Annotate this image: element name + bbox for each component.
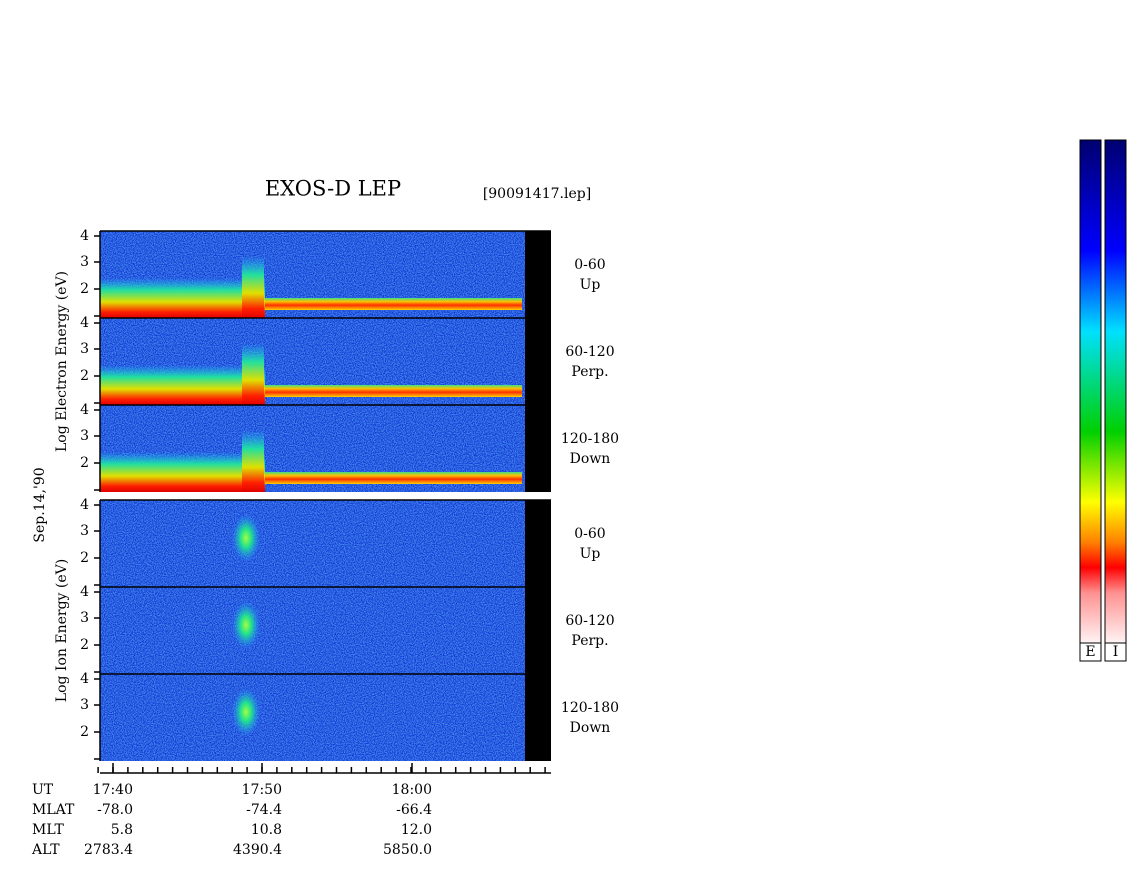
low-energy-flux — [100, 365, 265, 405]
channel-label: 0-60 — [574, 526, 605, 542]
channel-label: 120-180 — [561, 700, 619, 716]
data-gap — [525, 231, 551, 318]
y-tick-label: 3 — [80, 254, 89, 270]
y-tick-label: 3 — [80, 428, 89, 444]
y-tick-label: 2 — [80, 724, 89, 740]
data-gap — [525, 405, 551, 492]
y-tick-label: 2 — [80, 455, 89, 471]
color-bar-label-box — [1104, 642, 1127, 662]
data-gap — [525, 318, 551, 405]
channel-label: Perp. — [571, 633, 608, 649]
y-tick-label: 3 — [80, 341, 89, 357]
orbit-value: -78.0 — [97, 802, 133, 818]
channel-label: Up — [580, 277, 601, 293]
flux-band — [265, 472, 522, 484]
spectrogram — [100, 674, 525, 761]
y-tick-label: 4 — [80, 228, 89, 244]
file-name: [90091417.lep] — [483, 186, 591, 202]
y-tick-label: 2 — [80, 368, 89, 384]
y-tick-label: 4 — [80, 497, 89, 513]
low-energy-flux — [100, 452, 265, 492]
channel-label: 120-180 — [561, 431, 619, 447]
low-energy-flux — [242, 256, 264, 318]
y-tick-label: 2 — [80, 550, 89, 566]
x-tick-label: 17:50 — [242, 782, 282, 798]
low-energy-flux — [100, 278, 265, 318]
y-tick-label: 4 — [80, 671, 89, 687]
color-bar-label-box — [1079, 642, 1102, 662]
y-tick-label: 3 — [80, 523, 89, 539]
y-tick-label: 3 — [80, 610, 89, 626]
color-bar — [1079, 139, 1102, 644]
color-bar-label: E — [1085, 644, 1095, 660]
group-label: Log Electron Energy (eV) — [54, 271, 70, 452]
channel-label: 60-120 — [565, 613, 614, 629]
flux-blob — [232, 514, 260, 562]
flux-blob — [232, 688, 260, 736]
x-axis-label: UT — [32, 782, 54, 798]
low-energy-flux — [242, 430, 264, 492]
data-gap — [525, 500, 551, 587]
y-tick-label: 3 — [80, 697, 89, 713]
orbit-label: ALT — [31, 842, 60, 858]
orbit-label: MLT — [32, 822, 64, 838]
orbit-value: 5.8 — [111, 822, 133, 838]
orbit-value: -66.4 — [396, 802, 432, 818]
color-bar — [1104, 139, 1127, 644]
channel-label: Up — [580, 546, 601, 562]
data-gap — [525, 674, 551, 761]
spectrogram — [100, 587, 525, 674]
flux-blob — [232, 601, 260, 649]
group-label: Log Ion Energy (eV) — [54, 559, 70, 702]
title: EXOS-D LEP — [265, 177, 401, 201]
orbit-label: MLAT — [32, 802, 75, 818]
channel-label: Down — [570, 451, 611, 467]
orbit-value: 10.8 — [251, 822, 282, 838]
channel-label: 0-60 — [574, 257, 605, 273]
data-gap — [525, 587, 551, 674]
spectrogram — [100, 500, 525, 587]
y-tick-label: 2 — [80, 637, 89, 653]
orbit-value: -74.4 — [246, 802, 282, 818]
color-bar-label: I — [1113, 644, 1119, 660]
y-tick-label: 2 — [80, 281, 89, 297]
orbit-value: 5850.0 — [383, 842, 432, 858]
orbit-value: 2783.4 — [84, 842, 133, 858]
orbit-value: 4390.4 — [233, 842, 282, 858]
y-tick-label: 4 — [80, 315, 89, 331]
date: Sep.14,'90 — [32, 467, 48, 542]
flux-band — [265, 385, 522, 397]
y-tick-label: 4 — [80, 402, 89, 418]
x-tick-label: 17:40 — [93, 782, 133, 798]
channel-label: 60-120 — [565, 344, 614, 360]
x-tick-label: 18:00 — [392, 782, 432, 798]
flux-band — [265, 298, 522, 310]
y-tick-label: 4 — [80, 584, 89, 600]
channel-label: Down — [570, 720, 611, 736]
channel-label: Perp. — [571, 364, 608, 380]
orbit-value: 12.0 — [401, 822, 432, 838]
low-energy-flux — [242, 343, 264, 405]
